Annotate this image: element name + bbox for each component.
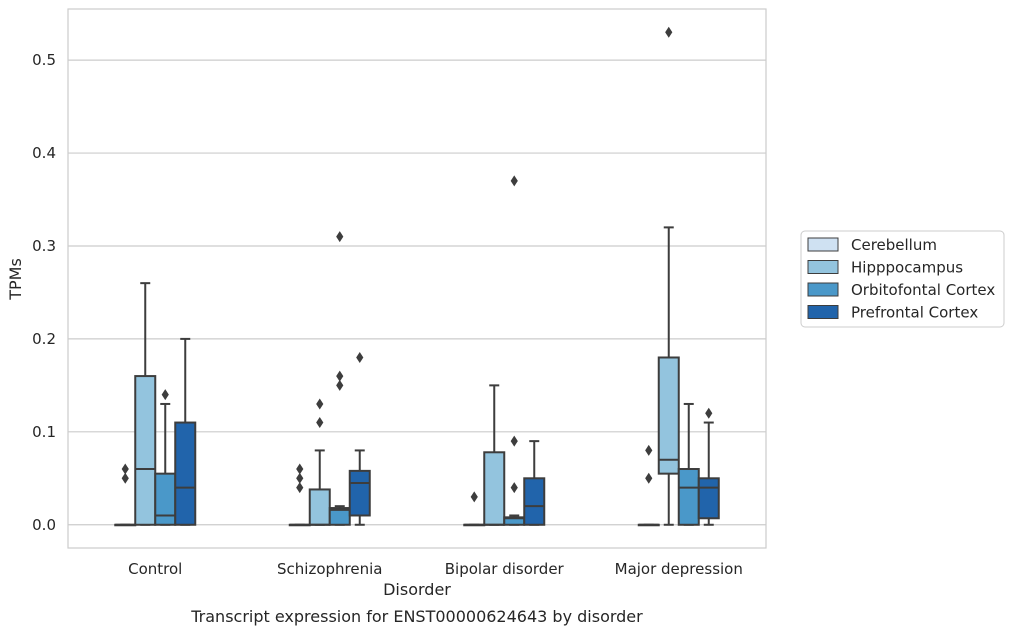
outlier-marker bbox=[336, 370, 344, 382]
outlier-marker bbox=[121, 472, 129, 484]
box-hipppocampus bbox=[483, 384, 506, 526]
box-iqr bbox=[483, 451, 506, 526]
box-iqr bbox=[677, 468, 700, 526]
box-iqr bbox=[308, 488, 331, 526]
outlier-marker bbox=[316, 417, 324, 429]
legend-label: Cerebellum bbox=[851, 236, 937, 254]
boxes-layer bbox=[114, 26, 720, 527]
outlier-marker bbox=[296, 472, 304, 484]
outlier-marker bbox=[296, 482, 304, 494]
y-tick-labels: 0.0 0.1 0.2 0.3 0.4 0.5 bbox=[32, 51, 56, 534]
outlier-marker bbox=[665, 26, 673, 38]
box-cerebellum bbox=[463, 491, 486, 527]
box-cerebellum bbox=[637, 444, 660, 527]
box-prefrontal-cortex bbox=[174, 337, 197, 526]
x-tick-label: Major depression bbox=[615, 560, 743, 578]
box-iqr bbox=[657, 356, 680, 475]
outlier-marker bbox=[316, 398, 324, 410]
legend-label: Prefrontal Cortex bbox=[851, 304, 978, 322]
y-tick-label: 0.3 bbox=[32, 237, 56, 255]
box-iqr bbox=[174, 421, 197, 526]
outlier-marker bbox=[470, 491, 478, 503]
box-iqr bbox=[348, 469, 371, 517]
box-hipppocampus bbox=[308, 398, 331, 526]
legend-frame bbox=[800, 230, 1005, 328]
x-tick-label: Control bbox=[128, 560, 182, 578]
legend-swatch bbox=[807, 282, 839, 297]
chart-caption: Transcript expression for ENST0000062464… bbox=[190, 607, 643, 626]
outlier-marker bbox=[510, 435, 518, 447]
box-orbitofontal-cortex bbox=[677, 402, 700, 526]
outlier-marker bbox=[645, 472, 653, 484]
legend-swatch bbox=[807, 237, 839, 252]
box-prefrontal-cortex bbox=[523, 440, 546, 526]
box-orbitofontal-cortex bbox=[503, 175, 526, 526]
y-tick-label: 0.5 bbox=[32, 51, 56, 69]
x-tick-labels: Control Schizophrenia Bipolar disorder Majo… bbox=[128, 560, 743, 578]
outlier-marker bbox=[510, 482, 518, 494]
plot-frame bbox=[67, 8, 767, 549]
outlier-marker bbox=[336, 379, 344, 391]
x-tick-label: Schizophrenia bbox=[277, 560, 382, 578]
box-iqr bbox=[154, 472, 177, 526]
box-iqr bbox=[697, 477, 720, 520]
x-axis-title: Disorder bbox=[383, 580, 451, 599]
box-iqr bbox=[523, 477, 546, 526]
y-tick-label: 0.0 bbox=[32, 516, 56, 534]
legend-label: Hipppocampus bbox=[851, 259, 963, 277]
x-tick-label: Bipolar disorder bbox=[445, 560, 565, 578]
y-tick-label: 0.1 bbox=[32, 423, 56, 441]
y-tick-label: 0.2 bbox=[32, 330, 56, 348]
outlier-marker bbox=[121, 463, 129, 475]
box-prefrontal-cortex bbox=[348, 351, 371, 526]
box-cerebellum bbox=[288, 463, 311, 527]
outlier-marker bbox=[356, 351, 364, 363]
box-orbitofontal-cortex bbox=[154, 389, 177, 526]
y-tick-label: 0.4 bbox=[32, 144, 56, 162]
outlier-marker bbox=[336, 231, 344, 243]
y-axis-title: TPMs bbox=[6, 258, 25, 301]
box-hipppocampus bbox=[657, 26, 680, 526]
outlier-marker bbox=[705, 407, 713, 419]
box-cerebellum bbox=[114, 463, 137, 527]
outlier-marker bbox=[161, 389, 169, 401]
outlier-marker bbox=[510, 175, 518, 187]
legend: Cerebellum Hipppocampus Orbitofontal Corte… bbox=[800, 230, 1005, 328]
box-orbitofontal-cortex bbox=[328, 231, 351, 526]
legend-label: Orbitofontal Cortex bbox=[851, 281, 995, 299]
legend-swatch bbox=[807, 305, 839, 319]
outlier-marker bbox=[296, 463, 304, 475]
box-hipppocampus bbox=[134, 282, 157, 526]
legend-swatch bbox=[807, 260, 839, 274]
box-prefrontal-cortex bbox=[697, 407, 720, 526]
outlier-marker bbox=[645, 444, 653, 456]
box-iqr bbox=[134, 375, 157, 526]
